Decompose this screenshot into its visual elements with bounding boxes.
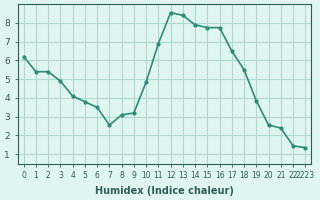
X-axis label: Humidex (Indice chaleur): Humidex (Indice chaleur): [95, 186, 234, 196]
